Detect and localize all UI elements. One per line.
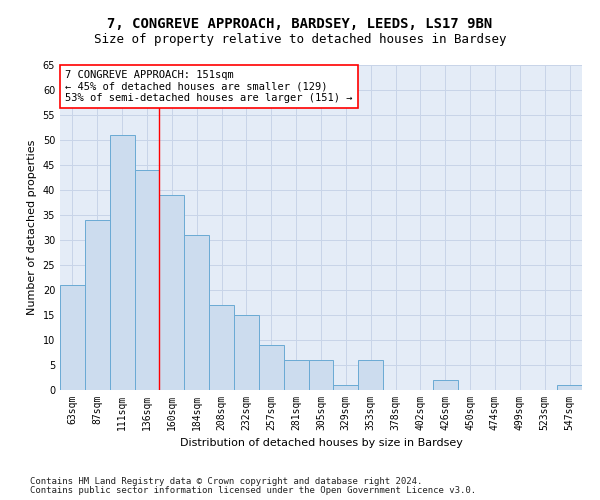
- Bar: [110, 135, 134, 390]
- Bar: [358, 360, 383, 390]
- Bar: [85, 220, 110, 390]
- Bar: [160, 195, 184, 390]
- Bar: [209, 305, 234, 390]
- Bar: [308, 360, 334, 390]
- Bar: [557, 385, 582, 390]
- Text: Size of property relative to detached houses in Bardsey: Size of property relative to detached ho…: [94, 32, 506, 46]
- Bar: [259, 345, 284, 390]
- Bar: [134, 170, 160, 390]
- Bar: [184, 235, 209, 390]
- Bar: [334, 385, 358, 390]
- Text: 7, CONGREVE APPROACH, BARDSEY, LEEDS, LS17 9BN: 7, CONGREVE APPROACH, BARDSEY, LEEDS, LS…: [107, 18, 493, 32]
- Text: 7 CONGREVE APPROACH: 151sqm
← 45% of detached houses are smaller (129)
53% of se: 7 CONGREVE APPROACH: 151sqm ← 45% of det…: [65, 70, 353, 103]
- Text: Contains HM Land Registry data © Crown copyright and database right 2024.: Contains HM Land Registry data © Crown c…: [30, 477, 422, 486]
- Bar: [284, 360, 308, 390]
- Bar: [60, 285, 85, 390]
- Text: Contains public sector information licensed under the Open Government Licence v3: Contains public sector information licen…: [30, 486, 476, 495]
- X-axis label: Distribution of detached houses by size in Bardsey: Distribution of detached houses by size …: [179, 438, 463, 448]
- Bar: [234, 315, 259, 390]
- Bar: [433, 380, 458, 390]
- Y-axis label: Number of detached properties: Number of detached properties: [27, 140, 37, 315]
